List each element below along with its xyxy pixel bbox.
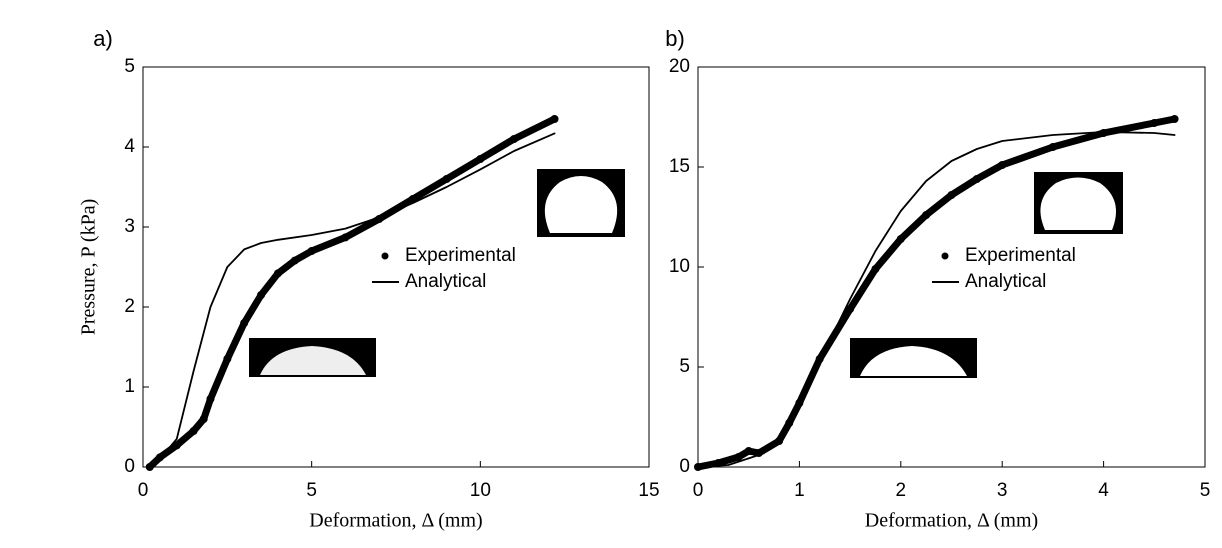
data-point <box>341 233 350 242</box>
legend-label: Analytical <box>965 271 1046 292</box>
x-tick-label: 10 <box>470 480 491 501</box>
data-point <box>550 115 559 123</box>
legend-marker <box>381 252 389 260</box>
y-tick-label: 2 <box>124 296 135 317</box>
data-point <box>189 427 198 435</box>
y-tick-label: 20 <box>669 56 690 77</box>
data-point <box>442 175 451 183</box>
panel-label: b) <box>665 26 685 51</box>
y-tick-label: 5 <box>124 56 135 77</box>
experimental-curve <box>146 115 559 471</box>
data-point <box>734 453 743 461</box>
data-point <box>476 155 485 163</box>
legend-marker <box>941 252 949 260</box>
data-point <box>206 395 215 403</box>
y-tick-label: 1 <box>124 376 135 397</box>
data-point <box>408 195 417 203</box>
legend-label: Analytical <box>405 271 486 292</box>
x-tick-label: 5 <box>1200 480 1211 501</box>
y-tick-label: 4 <box>124 136 135 157</box>
data-point <box>1150 119 1159 127</box>
data-point <box>199 415 208 423</box>
data-point <box>922 211 931 219</box>
data-point <box>290 256 299 265</box>
analytical-curve <box>148 132 556 468</box>
x-tick-label: 0 <box>693 480 704 501</box>
data-point <box>510 135 519 143</box>
data-point <box>972 175 981 183</box>
data-point <box>775 437 784 445</box>
data-point <box>172 441 181 450</box>
y-tick-label: 10 <box>669 256 690 277</box>
x-tick-label: 3 <box>997 480 1008 501</box>
data-point <box>307 247 316 255</box>
legend-label: Experimental <box>405 245 516 266</box>
x-axis-label: Deformation, Δ (mm) <box>865 510 1038 532</box>
data-point <box>1170 115 1179 123</box>
x-tick-label: 2 <box>896 480 907 501</box>
data-point <box>273 269 282 278</box>
legend-label: Experimental <box>965 245 1076 266</box>
panel-label: a) <box>93 26 113 51</box>
plot-frame <box>142 66 650 468</box>
data-point <box>744 447 753 455</box>
data-point <box>896 235 905 243</box>
data-point <box>947 191 956 199</box>
y-axis-label: Pressure, P (kPa) <box>78 199 100 335</box>
x-axis-label: Deformation, Δ (mm) <box>309 510 482 532</box>
x-tick-label: 1 <box>794 480 805 501</box>
data-point <box>257 291 266 299</box>
x-tick-label: 0 <box>138 480 149 501</box>
data-point <box>871 265 880 273</box>
x-tick-label: 4 <box>1098 480 1109 501</box>
y-tick-label: 15 <box>669 156 690 177</box>
y-tick-label: 3 <box>124 216 135 237</box>
x-tick-label: 5 <box>306 480 317 501</box>
data-point <box>846 305 855 313</box>
data-point <box>223 355 232 363</box>
data-point <box>240 319 249 327</box>
y-tick-label: 5 <box>679 356 690 377</box>
data-point <box>998 161 1007 169</box>
x-tick-label: 15 <box>638 480 659 501</box>
data-point <box>1048 143 1057 151</box>
analytical-curve <box>697 131 1176 468</box>
data-point <box>1099 129 1108 137</box>
y-tick-label: 0 <box>124 456 135 477</box>
experimental-curve <box>694 115 1179 471</box>
inset-image <box>249 169 1123 378</box>
y-tick-label: 0 <box>679 456 690 477</box>
